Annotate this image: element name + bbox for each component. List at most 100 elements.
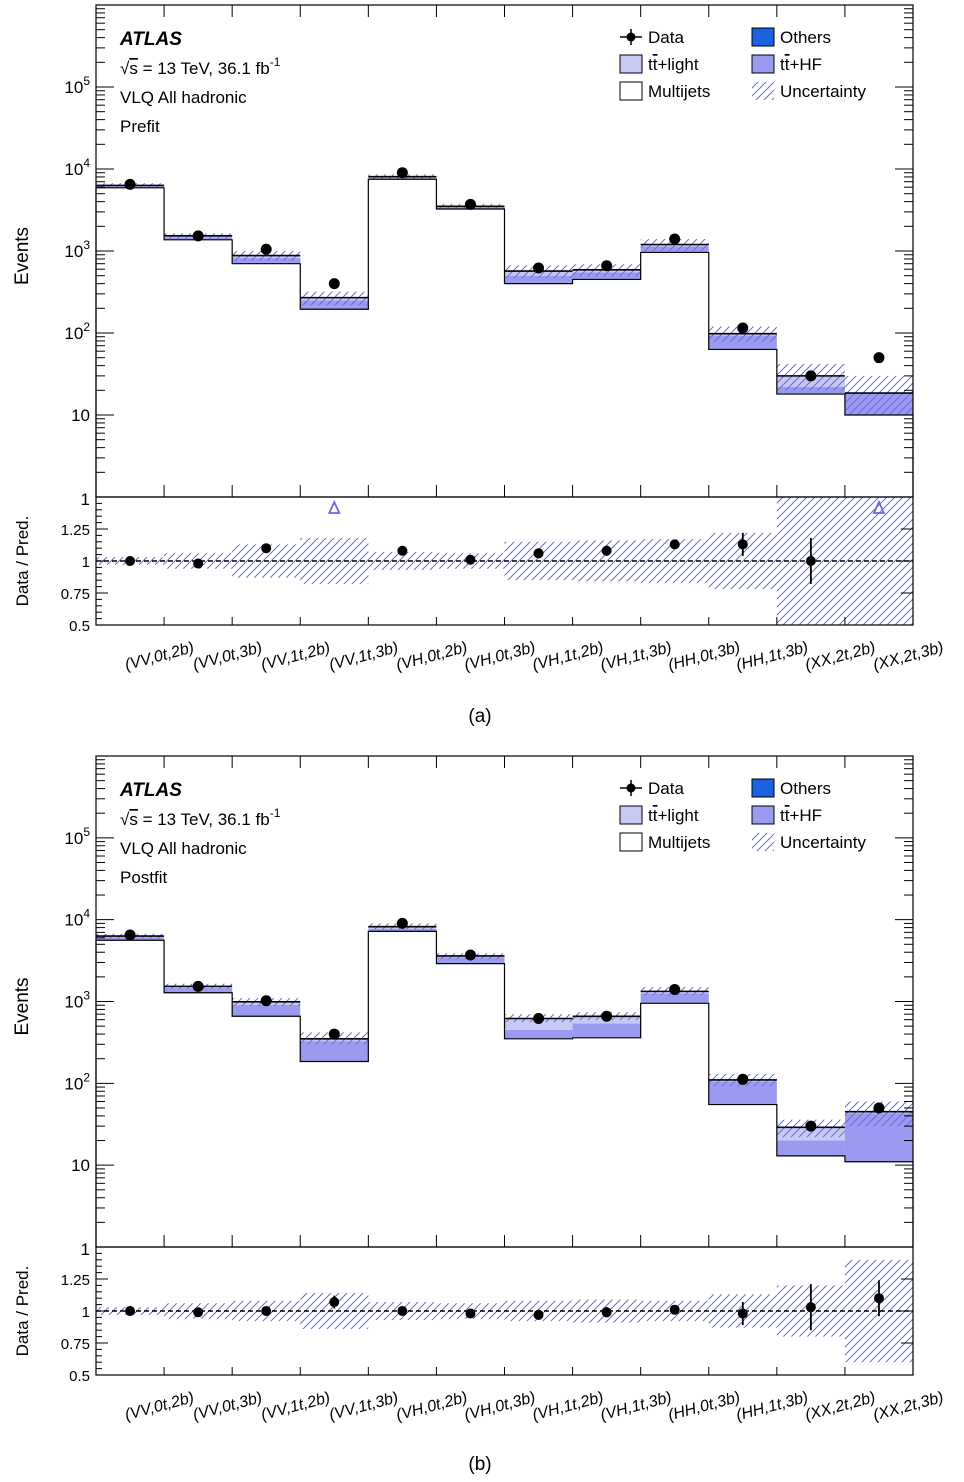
data-point (737, 322, 749, 334)
ratio-tick-label: 1.25 (61, 522, 90, 539)
data-point (737, 1073, 749, 1085)
legend: Data Others tt+light tt+HF Multijets Uncertai… (619, 778, 866, 852)
y-axis-label: Events (12, 227, 33, 285)
legend-uncertainty-label: Uncertainty (780, 833, 866, 852)
category-label: (VV,1t,3b) (327, 1389, 400, 1424)
y-tick-label: 10 (71, 1156, 90, 1175)
multijets-bar (368, 179, 437, 497)
legend-data-marker (626, 32, 636, 42)
tthf-bar (708, 1081, 777, 1105)
multijets-bar (504, 1038, 573, 1247)
multijets-bar (708, 349, 777, 497)
ratio-point (669, 1304, 680, 1315)
multijets-bar (776, 1155, 845, 1247)
legend-others-label: Others (780, 779, 831, 798)
offscale-arrow (327, 499, 341, 514)
data-point (328, 278, 340, 290)
tthf-bar (776, 1140, 845, 1156)
multijets-bar (844, 1161, 913, 1247)
legend-uncertainty-swatch (752, 82, 774, 100)
multijets-bar (164, 239, 233, 497)
category-label: (VH,0t,2b) (394, 1389, 469, 1424)
ratio-point (397, 1306, 408, 1316)
y-tick-label: 104 (64, 907, 90, 930)
ratio-tick-label: 0.5 (69, 618, 90, 635)
legend-data-label: Data (648, 28, 684, 47)
experiment-label: ATLAS (119, 29, 182, 50)
legend-tthf-swatch (751, 54, 775, 74)
data-point (396, 917, 408, 929)
data-point (601, 1010, 613, 1022)
tthf-bar (640, 993, 709, 1004)
ratio-point (533, 1309, 544, 1320)
y-tick-label: 104 (64, 156, 90, 179)
legend-ttlight-label: tt+light (648, 55, 699, 74)
panel-caption: (a) (468, 706, 491, 727)
category-label: (VV,1t,2b) (259, 1389, 332, 1424)
multijets-outline (95, 178, 914, 497)
category-label: (VV,0t,3b) (191, 1389, 264, 1424)
offscale-arrow (872, 499, 886, 514)
ratio-point (601, 1307, 612, 1318)
category-label: (VH,0t,2b) (394, 639, 469, 674)
y-axis-label: Events (12, 977, 33, 1035)
y-tick-label: 1 (81, 490, 90, 509)
ratio-point (533, 548, 544, 559)
tthf-bar (368, 928, 437, 932)
data-point (669, 233, 681, 245)
y-tick-label: 1 (81, 1240, 90, 1259)
multijets-bar (300, 309, 369, 497)
multijets-bar (436, 209, 505, 497)
stage-label: Postfit (120, 868, 168, 887)
multijets-bar (640, 1003, 709, 1247)
category-label: (XX,2t,3b) (871, 1389, 945, 1424)
y-tick-label: 105 (64, 74, 90, 97)
ratio-point (193, 558, 204, 569)
multijets-bar (232, 263, 301, 497)
tthf-bar (776, 386, 845, 395)
ratio-tick-label: 1 (82, 1304, 90, 1321)
data-point (805, 1120, 817, 1132)
uncertainty-band (844, 375, 913, 415)
category-label: (VH,0t,3b) (463, 1389, 538, 1424)
multijets-bar (708, 1104, 777, 1247)
data-point (464, 198, 476, 210)
data-point (260, 995, 272, 1007)
multijets-bar (640, 252, 709, 497)
category-label: (VH,1t,3b) (599, 1389, 674, 1424)
ratio-tick-label: 1.25 (61, 1272, 90, 1289)
ratio-point (261, 1306, 272, 1316)
ttlight-bar (504, 1018, 573, 1030)
legend-ttlight-label: tt+light (648, 806, 699, 825)
ratio-point (261, 543, 272, 554)
data-point (533, 1012, 545, 1024)
ratio-uncertainty (300, 537, 369, 585)
legend-multijets-label: Multijets (648, 833, 710, 852)
energy-label: √s = 13 TeV, 36.1 fb-1 (120, 806, 281, 829)
legend-others-swatch (751, 27, 775, 47)
data-point (873, 1102, 885, 1114)
energy-label: √s = 13 TeV, 36.1 fb-1 (120, 55, 281, 78)
category-label: (XX,2t,3b) (871, 639, 945, 674)
legend-others-label: Others (780, 28, 831, 47)
legend-tthf-label: tt+HF (780, 55, 822, 74)
ratio-point (397, 545, 408, 556)
data-point (260, 243, 272, 255)
data-point (669, 984, 681, 996)
legend-multijets-swatch (619, 81, 643, 101)
multijets-outline (95, 930, 914, 1247)
data-point (601, 260, 613, 272)
category-label: (VV,1t,2b) (259, 639, 332, 674)
legend-multijets-swatch (619, 832, 643, 852)
category-label: (VV,0t,3b) (191, 639, 264, 674)
category-label: (HH,0t,3b) (666, 639, 742, 675)
legend-ttlight-swatch (619, 54, 643, 74)
multijets-bar (436, 963, 505, 1247)
legend-tthf-swatch (751, 805, 775, 825)
ratio-point (125, 1306, 136, 1316)
data-point (873, 352, 885, 364)
legend-ttlight-swatch (619, 805, 643, 825)
legend-tthf-label: tt+HF (780, 806, 822, 825)
multijets-bar (776, 394, 845, 497)
